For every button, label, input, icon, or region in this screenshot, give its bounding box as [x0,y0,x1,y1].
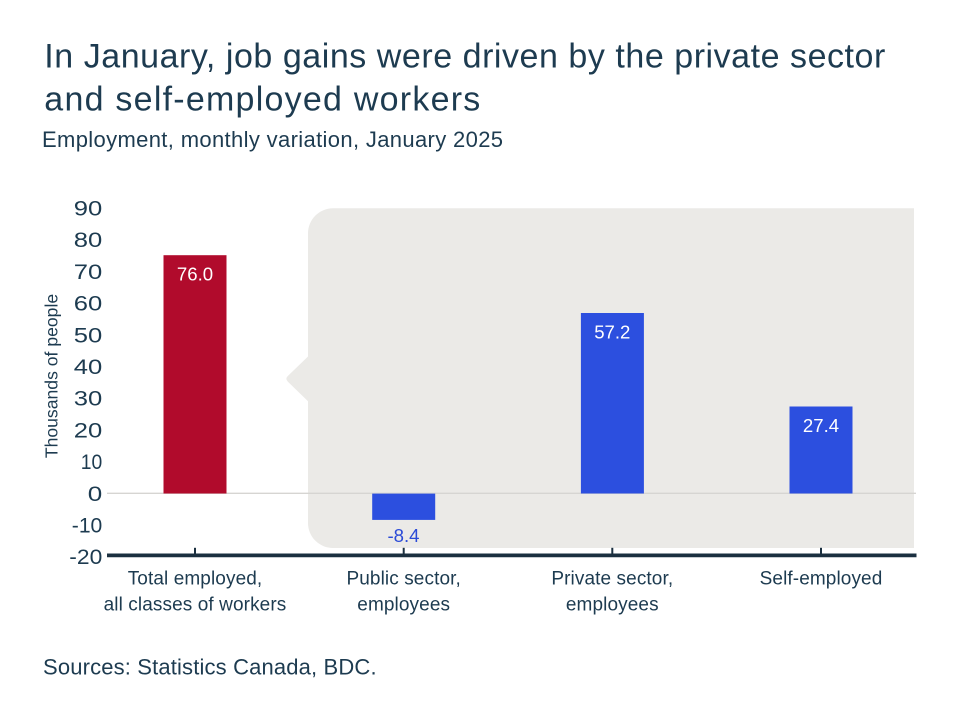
svg-text:Public sector,: Public sector, [346,569,460,590]
svg-text:Self-employed: Self-employed [760,569,883,590]
svg-text:10: 10 [81,451,103,474]
svg-text:80: 80 [74,229,103,252]
svg-text:In January, job gains were dri: In January, job gains were driven by the… [44,37,885,75]
svg-text:76.0: 76.0 [177,263,213,284]
svg-text:employees: employees [357,594,450,615]
svg-text:20: 20 [74,419,103,442]
svg-text:Thousands of people: Thousands of people [42,294,62,458]
svg-text:27.4: 27.4 [803,415,839,436]
svg-text:60: 60 [74,293,103,316]
svg-text:-10: -10 [72,515,103,538]
svg-text:0: 0 [88,483,103,506]
svg-text:50: 50 [74,324,103,347]
svg-text:Sources: Statistics Canada, BD: Sources: Statistics Canada, BDC. [43,654,377,679]
svg-text:employees: employees [566,594,659,615]
svg-text:40: 40 [74,356,103,379]
svg-text:Private sector,: Private sector, [551,569,673,590]
svg-text:Total employed,: Total employed, [128,569,263,590]
svg-text:30: 30 [74,388,103,411]
svg-text:-8.4: -8.4 [387,525,419,546]
svg-text:57.2: 57.2 [594,322,630,343]
svg-text:and self-employed workers: and self-employed workers [44,80,480,118]
svg-text:90: 90 [74,198,103,221]
svg-text:Employment, monthly variation,: Employment, monthly variation, January 2… [42,127,503,152]
svg-text:-20: -20 [69,546,102,569]
svg-text:all classes of workers: all classes of workers [104,594,287,615]
svg-text:70: 70 [74,261,103,284]
